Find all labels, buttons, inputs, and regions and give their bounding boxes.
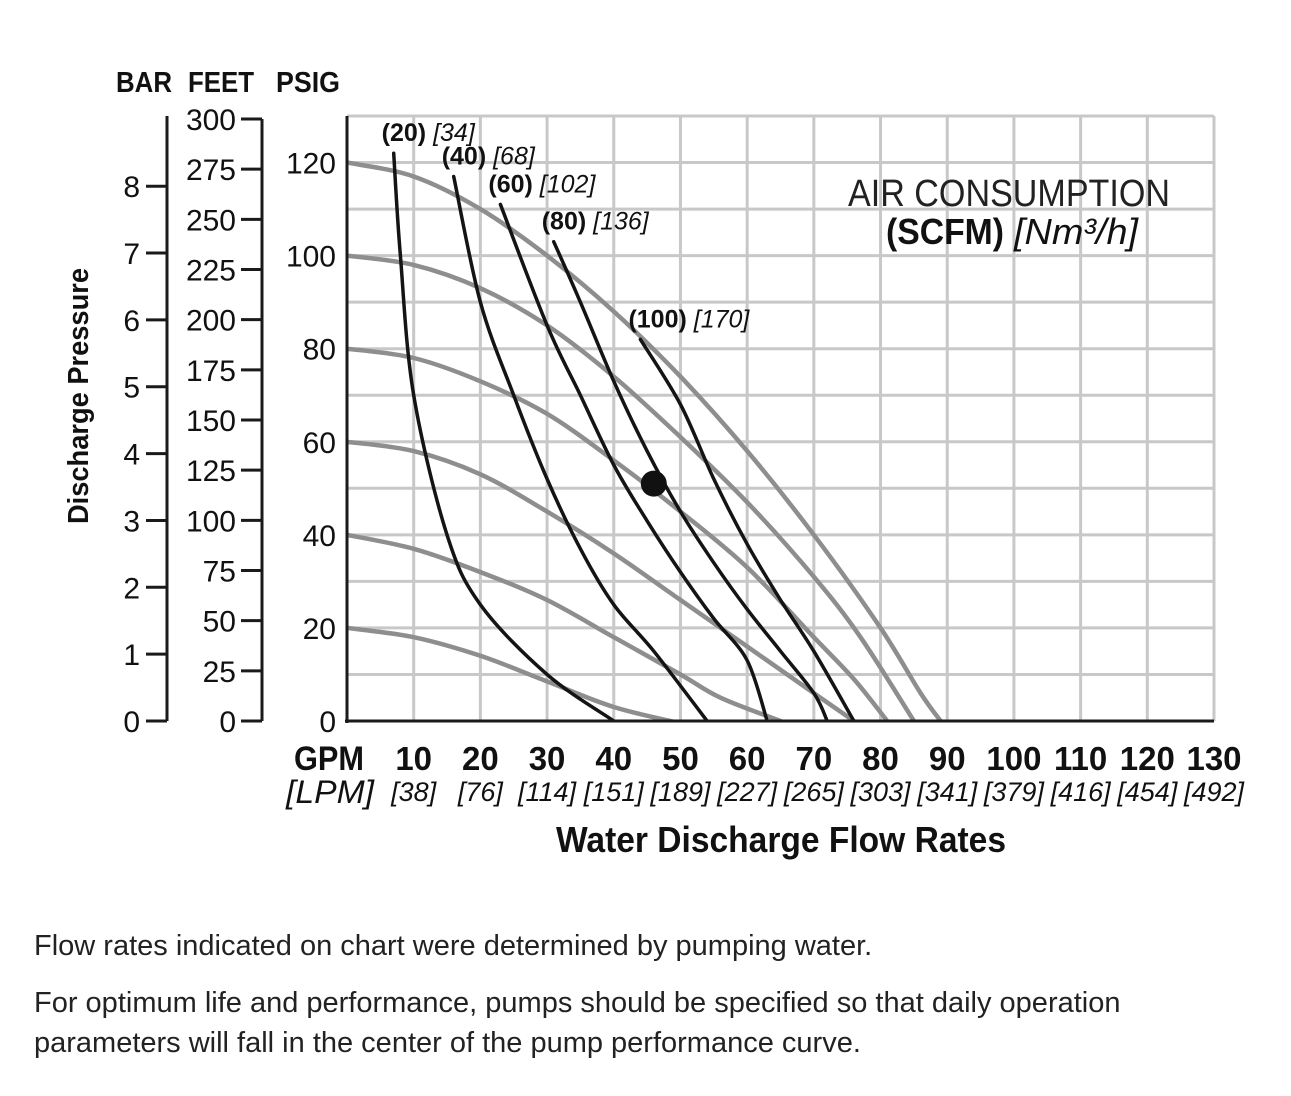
psig-tick-label: 0: [319, 706, 336, 739]
air-curve-label: (40) [68]: [442, 143, 536, 171]
air-curve-label-metric: [34]: [432, 119, 476, 147]
x-tick-label-lpm: [76]: [457, 777, 505, 807]
x-tick-label-lpm: [189]: [649, 777, 712, 807]
x-tick-label-lpm: [265]: [783, 777, 846, 807]
x-tick-label-gpm: 60: [729, 740, 766, 777]
air-curve-label-metric: [136]: [592, 208, 650, 236]
pressure-curve: [347, 625, 681, 721]
x-tick-label-gpm: 120: [1120, 740, 1175, 777]
air-curve-label-scfm: (80): [542, 208, 593, 236]
x-tick-label-gpm: 130: [1186, 740, 1241, 777]
x-unit-gpm: GPM: [294, 740, 364, 778]
bar-tick-label: 0: [123, 706, 140, 739]
feet-tick-label: 150: [186, 405, 236, 438]
operating-point-marker: [640, 470, 667, 497]
x-tick-label-lpm: [341]: [916, 777, 979, 807]
x-tick-label-gpm: 30: [529, 740, 566, 777]
air-curve-label-metric: [170]: [693, 305, 751, 333]
psig-tick-label: 20: [303, 613, 336, 646]
x-tick-label-lpm: [416]: [1050, 777, 1113, 807]
air-curve-label-metric: [102]: [539, 170, 597, 198]
x-tick-label-gpm: 100: [986, 740, 1041, 777]
x-tick-label-lpm: [379]: [983, 777, 1046, 807]
x-tick-label-gpm: 90: [929, 740, 966, 777]
psig-tick-label: 80: [303, 334, 336, 367]
bar-tick-label: 6: [123, 305, 140, 338]
x-tick-label-lpm: [38]: [390, 777, 438, 807]
chart-title-line-1: AIR CONSUMPTION: [848, 173, 1170, 215]
feet-tick-label: 25: [203, 656, 236, 689]
psig-tick-label: 60: [303, 427, 336, 460]
air-curve-label: (60) [102]: [488, 170, 596, 198]
x-tick-label-gpm: 110: [1054, 740, 1107, 777]
psig-axis-header: PSIG: [276, 67, 340, 99]
pressure-curve: [347, 253, 917, 721]
pressure-curve: [347, 439, 857, 721]
bar-tick-label: 8: [123, 171, 140, 204]
x-tick-label-gpm: 10: [395, 740, 432, 777]
air-curve: [451, 174, 709, 721]
air-curve-label: (80) [136]: [542, 208, 650, 236]
x-tick-label-gpm: 50: [662, 740, 699, 777]
bar-tick-label: 3: [123, 505, 140, 538]
air-curve: [551, 239, 829, 721]
feet-tick-label: 225: [186, 255, 236, 288]
bar-tick-label: 4: [123, 439, 140, 472]
feet-tick-label: 200: [186, 305, 236, 338]
x-axis-label: Water Discharge Flow Rates: [556, 819, 1006, 860]
x-tick-label-lpm: [454]: [1116, 777, 1179, 807]
curve-labels: (20) [34](40) [68](60) [102] (80) [136] (1…: [382, 119, 751, 333]
x-tick-label-gpm: 80: [862, 740, 899, 777]
note-flow-rates: Flow rates indicated on chart were deter…: [34, 930, 873, 962]
air-curve-label-scfm: (60): [488, 170, 539, 198]
air-curve: [638, 337, 856, 721]
x-tick-label-gpm: 70: [795, 740, 832, 777]
feet-tick-label: 125: [186, 455, 236, 488]
air-curve-label-scfm: (100): [628, 305, 693, 333]
x-tick-label-gpm: 20: [462, 740, 499, 777]
air-curve-label-scfm: (40): [442, 143, 493, 171]
psig-tick-label: 120: [286, 148, 336, 181]
x-tick-label-lpm: [227]: [716, 777, 779, 807]
air-curve: [498, 202, 769, 721]
x-tick-label-lpm: [492]: [1183, 777, 1246, 807]
x-tick-label-gpm: 40: [595, 740, 632, 777]
pressure-curve: [347, 532, 783, 721]
chart-title-line-3: [Nm³/h]: [1013, 211, 1139, 252]
y-axis-label: Discharge Pressure: [63, 268, 95, 524]
x-tick-label-lpm: [151]: [583, 777, 646, 807]
x-unit-lpm: [LPM]: [285, 774, 375, 810]
feet-tick-label: 175: [186, 355, 236, 388]
air-curve-label: (20) [34]: [382, 119, 476, 147]
pressure-curve: [347, 160, 943, 721]
feet-axis-header: FEET: [188, 67, 254, 99]
bar-tick-label: 2: [123, 572, 140, 605]
feet-tick-label: 300: [186, 104, 236, 137]
psig-tick-label: 40: [303, 520, 336, 553]
feet-tick-label: 75: [203, 556, 236, 589]
air-consumption-curves: [391, 151, 856, 721]
bar-tick-label: 7: [123, 238, 140, 271]
air-curve: [391, 151, 616, 721]
feet-tick-label: 275: [186, 154, 236, 187]
chart-title-line-2: (SCFM): [886, 211, 1004, 252]
feet-tick-label: 0: [219, 706, 236, 739]
air-curve-label-scfm: (20): [382, 119, 433, 147]
feet-tick-label: 50: [203, 606, 236, 639]
psig-tick-label: 100: [286, 241, 336, 274]
air-curve-label: (100) [170]: [628, 305, 750, 333]
pump-performance-chart: 02040608010012010[38]20[76]30[114]40[151…: [63, 67, 1246, 860]
air-curve-label-metric: [68]: [492, 143, 536, 171]
bar-axis-header: BAR: [116, 67, 172, 99]
bar-tick-label: 5: [123, 372, 140, 405]
x-tick-label-lpm: [114]: [517, 777, 578, 807]
note-optimum-life: For optimum life and performance, pumps …: [34, 987, 1121, 1059]
feet-tick-label: 250: [186, 204, 236, 237]
feet-tick-label: 100: [186, 505, 236, 538]
axes: 02040608010012010[38]20[76]30[114]40[151…: [123, 104, 1245, 807]
x-tick-label-lpm: [303]: [850, 777, 913, 807]
bar-tick-label: 1: [123, 639, 140, 672]
